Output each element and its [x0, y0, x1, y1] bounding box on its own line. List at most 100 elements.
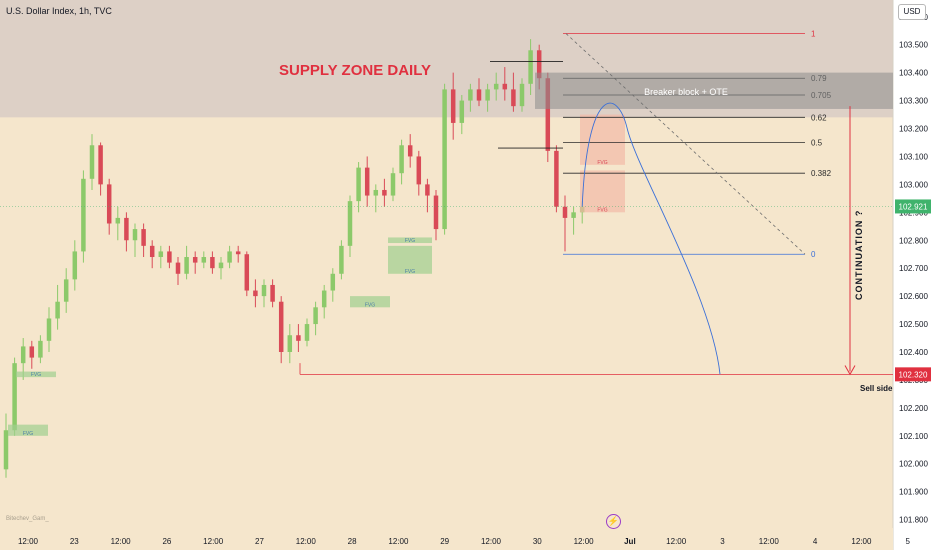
- candle-body: [493, 83, 499, 90]
- y-tick-label: 102.800: [899, 236, 928, 245]
- x-tick-label: 12:00: [388, 537, 409, 546]
- fvg-label: FVG: [597, 207, 607, 213]
- candle-body: [63, 279, 69, 302]
- candle-body: [72, 251, 78, 280]
- candle-body: [442, 89, 447, 230]
- x-tick-label: 12:00: [759, 537, 780, 546]
- fvg-box: [388, 237, 432, 244]
- fvg-label: FVG: [365, 302, 375, 308]
- candle-body: [38, 340, 43, 358]
- candle-body: [89, 145, 95, 179]
- candle-body: [3, 430, 9, 470]
- candle-body: [218, 262, 224, 269]
- candle-body: [390, 173, 396, 196]
- price-scale-panel: [893, 0, 932, 550]
- candle-body: [364, 167, 370, 196]
- fib-level-label: 0.62: [811, 113, 827, 122]
- candle-body: [261, 284, 267, 297]
- candle-body: [244, 254, 250, 291]
- fvg-label: FVG: [405, 238, 415, 244]
- continuation-arrow-head: [844, 365, 856, 376]
- fvg-label: FVG: [23, 431, 33, 437]
- lightning-icon[interactable]: ⚡: [606, 514, 621, 529]
- candle-body: [210, 257, 215, 269]
- x-tick-label: 12:00: [574, 537, 595, 546]
- candle-body: [511, 89, 516, 107]
- candle-body: [562, 206, 568, 218]
- x-tick-label: 30: [533, 537, 542, 546]
- currency-button[interactable]: USD: [898, 4, 926, 20]
- x-tick-label: 26: [162, 537, 171, 546]
- fib-level-label: 0.5: [811, 138, 823, 147]
- candle-body: [382, 189, 387, 196]
- y-tick-label: 103.500: [899, 41, 928, 50]
- y-tick-label: 102.600: [899, 292, 928, 301]
- y-tick-label: 103.000: [899, 180, 928, 189]
- candle-body: [46, 318, 52, 341]
- fvg-box: [350, 296, 390, 308]
- chart-title: U.S. Dollar Index, 1h, TVC: [6, 6, 112, 16]
- x-tick-label: 28: [348, 537, 357, 546]
- x-tick-label: 3: [720, 537, 725, 546]
- candle-body: [304, 324, 310, 341]
- y-tick-label: 102.000: [899, 460, 928, 469]
- current-price-label: 102.921: [899, 202, 928, 211]
- x-tick-label: 4: [813, 537, 818, 546]
- candle-body: [141, 229, 146, 246]
- author-watermark: Bitechev_Gam_: [6, 516, 49, 522]
- candle-body: [485, 89, 490, 101]
- candle-body: [12, 363, 17, 431]
- target-price-label: 102.320: [899, 370, 928, 379]
- x-tick-label: 12:00: [296, 537, 317, 546]
- candle-body: [528, 50, 533, 84]
- target-price-badge: [895, 367, 931, 382]
- candle-body: [132, 229, 138, 241]
- candle-body: [253, 290, 258, 297]
- candle-body: [270, 284, 275, 302]
- x-tick-label: 27: [255, 537, 264, 546]
- candle-body: [175, 262, 181, 274]
- fvg-box: [8, 424, 48, 436]
- y-tick-label: 102.700: [899, 264, 928, 273]
- y-tick-label: 103.200: [899, 125, 928, 134]
- fib-level-label: 1: [811, 30, 816, 39]
- candle-body: [227, 251, 232, 263]
- x-tick-label: 12:00: [203, 537, 224, 546]
- fvg-box: [580, 170, 625, 213]
- x-tick-label: 12:00: [851, 537, 872, 546]
- candle-body: [29, 346, 35, 358]
- candle-body: [356, 167, 361, 202]
- fvg-label: FVG: [405, 269, 415, 275]
- candle-body: [519, 83, 525, 107]
- y-tick-label: 102.400: [899, 348, 928, 357]
- candle-body: [124, 217, 129, 241]
- fvg-label: FVG: [597, 160, 607, 166]
- y-tick-label: 101.800: [899, 516, 928, 525]
- candle-body: [201, 257, 207, 263]
- candle-body: [167, 251, 172, 263]
- candle-body: [407, 145, 413, 157]
- x-tick-label: 5: [905, 537, 910, 546]
- candle-body: [450, 89, 456, 123]
- trend-line: [565, 33, 806, 255]
- fib-level-label: 0: [811, 250, 816, 259]
- candle-body: [476, 89, 482, 101]
- candle-body: [554, 150, 559, 207]
- breaker-block-box: [535, 72, 893, 109]
- breaker-block-label: Breaker block + OTE: [644, 87, 728, 97]
- candle-body: [459, 100, 465, 123]
- projection-curve: [581, 102, 721, 375]
- candle-body: [192, 257, 198, 263]
- supply-zone-label: SUPPLY ZONE DAILY: [279, 62, 431, 79]
- current-price-badge: [895, 199, 931, 214]
- x-tick-label: Jul: [624, 537, 636, 546]
- y-tick-label: 103.300: [899, 97, 928, 106]
- fvg-box: [388, 245, 432, 274]
- candle-body: [313, 307, 318, 325]
- x-tick-label: 23: [70, 537, 79, 546]
- candle-body: [433, 195, 439, 230]
- fvg-box: [16, 371, 56, 378]
- candle-body: [347, 201, 353, 246]
